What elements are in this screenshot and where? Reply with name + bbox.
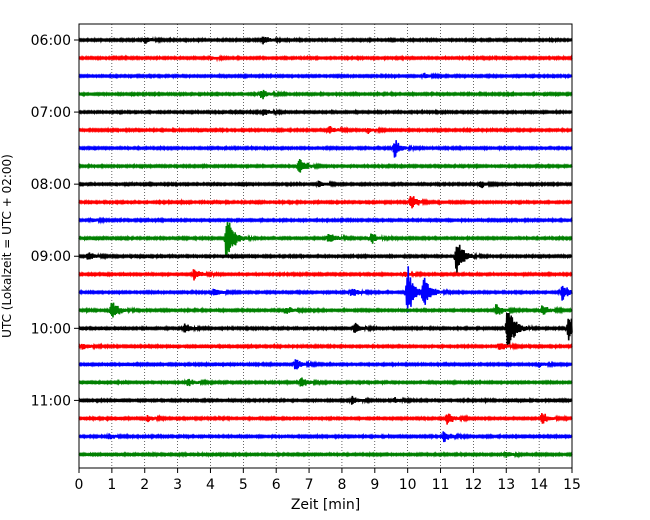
trace-1115 <box>78 413 573 425</box>
y-axis-label: UTC (Lokalzeit = UTC + 02:00) <box>0 154 14 338</box>
x-tick-label: 12 <box>464 477 482 493</box>
trace-0800 <box>78 180 573 189</box>
x-tick-label: 6 <box>272 477 281 493</box>
x-tick-label: 0 <box>75 477 84 493</box>
x-tick-label: 13 <box>497 477 515 493</box>
x-tick-label: 3 <box>173 477 182 493</box>
vertical-gridlines <box>111 24 540 468</box>
y-tick-label: 09:00 <box>31 249 71 265</box>
x-tick-label: 14 <box>530 477 548 493</box>
seismic-traces <box>78 35 573 459</box>
trace-0745 <box>78 159 573 173</box>
x-tick-label: 15 <box>563 477 581 493</box>
trace-0715 <box>78 125 573 135</box>
trace-1030 <box>78 359 573 370</box>
trace-0730 <box>78 140 573 158</box>
x-tick-label: 11 <box>432 477 450 493</box>
trace-1130 <box>78 431 573 443</box>
trace-0900 <box>78 244 573 274</box>
x-tick-label: 9 <box>370 477 379 493</box>
trace-1145 <box>78 450 573 459</box>
trace-0700 <box>78 108 573 117</box>
x-tick-label: 8 <box>337 477 346 493</box>
trace-1015 <box>78 342 573 351</box>
trace-0845 <box>78 222 573 258</box>
trace-0830 <box>78 216 573 225</box>
trace-1045 <box>78 377 573 387</box>
y-tick-label: 10:00 <box>31 321 71 337</box>
y-tick-label: 06:00 <box>31 33 71 49</box>
trace-0815 <box>78 195 573 209</box>
trace-1100 <box>78 395 573 405</box>
trace-0930 <box>78 266 573 313</box>
trace-0645 <box>78 89 573 100</box>
x-tick-label: 2 <box>140 477 149 493</box>
x-tick-label: 5 <box>239 477 248 493</box>
y-tick-label: 07:00 <box>31 105 71 121</box>
trace-0630 <box>78 72 573 81</box>
trace-0600 <box>78 35 573 45</box>
x-axis-ticks: 0 1 2 3 4 5 6 7 8 9 10 11 12 13 14 15 <box>75 468 581 493</box>
x-axis-label: Zeit [min] <box>291 497 360 513</box>
x-tick-label: 7 <box>305 477 314 493</box>
x-tick-label: 10 <box>399 477 417 493</box>
trace-1000 <box>78 313 573 346</box>
plot-frame <box>78 23 573 469</box>
y-axis-ticks: 06:00 07:00 08:00 09:00 10:00 11:00 <box>31 33 79 409</box>
trace-0915 <box>78 269 573 281</box>
trace-0615 <box>78 54 573 63</box>
trace-0945 <box>78 302 573 318</box>
y-tick-label: 08:00 <box>31 177 71 193</box>
x-tick-label: 1 <box>107 477 116 493</box>
x-tick-label: 4 <box>206 477 215 493</box>
y-tick-label: 11:00 <box>31 393 71 409</box>
